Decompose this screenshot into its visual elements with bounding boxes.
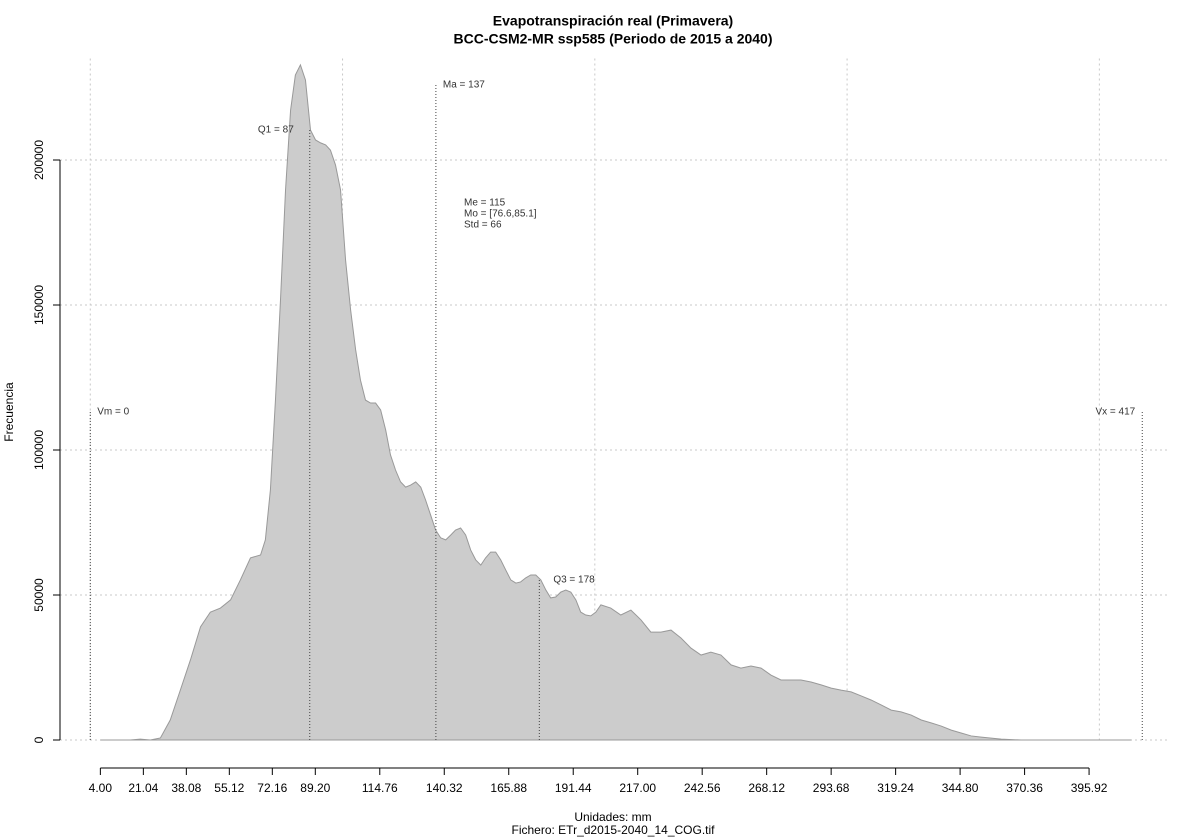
y-tick-label: 0 xyxy=(32,736,46,743)
x-tick-label: 344.80 xyxy=(942,781,979,795)
x-tick-label: 268.12 xyxy=(748,781,785,795)
y-tick-label: 50000 xyxy=(32,578,46,612)
x-tick-label: 89.20 xyxy=(300,781,330,795)
x-tick-label: 319.24 xyxy=(877,781,914,795)
x-tick-label: 55.12 xyxy=(214,781,244,795)
y-tick-label: 100000 xyxy=(32,430,46,470)
x-tick-label: 21.04 xyxy=(128,781,158,795)
stat-text: Std = 66 xyxy=(464,220,502,231)
density-area xyxy=(100,63,1132,741)
stat-label: Vx = 417 xyxy=(1095,407,1135,418)
x-tick-label: 293.68 xyxy=(813,781,850,795)
x-tick-label: 191.44 xyxy=(555,781,592,795)
y-axis-label: Frecuencia xyxy=(2,382,16,442)
y-tick-label: 200000 xyxy=(32,140,46,180)
chart-subtitle: BCC-CSM2-MR ssp585 (Periodo de 2015 a 20… xyxy=(454,31,773,47)
caption: Fichero: ETr_d2015-2040_14_COG.tif xyxy=(512,823,716,837)
stat-label: Q3 = 178 xyxy=(553,575,595,586)
x-tick-label: 72.16 xyxy=(257,781,287,795)
x-tick-label: 140.32 xyxy=(426,781,463,795)
stat-label: Vm = 0 xyxy=(97,407,129,418)
y-tick-label: 150000 xyxy=(32,285,46,325)
x-tick-label: 38.08 xyxy=(171,781,201,795)
x-tick-label: 217.00 xyxy=(619,781,656,795)
stat-label: Q1 = 87 xyxy=(258,125,294,136)
x-tick-label: 114.76 xyxy=(362,781,398,795)
x-axis-label: Unidades: mm xyxy=(574,810,651,824)
stat-text: Me = 115 xyxy=(464,198,506,209)
x-tick-label: 370.36 xyxy=(1006,781,1043,795)
x-tick-label: 165.88 xyxy=(490,781,527,795)
x-tick-label: 242.56 xyxy=(684,781,721,795)
chart-title: Evapotranspiración real (Primavera) xyxy=(493,13,733,29)
stat-text: Mo = [76.6,85.1] xyxy=(464,209,537,220)
stat-label: Ma = 137 xyxy=(443,80,485,91)
x-tick-label: 4.00 xyxy=(89,781,113,795)
x-tick-label: 395.92 xyxy=(1071,781,1108,795)
